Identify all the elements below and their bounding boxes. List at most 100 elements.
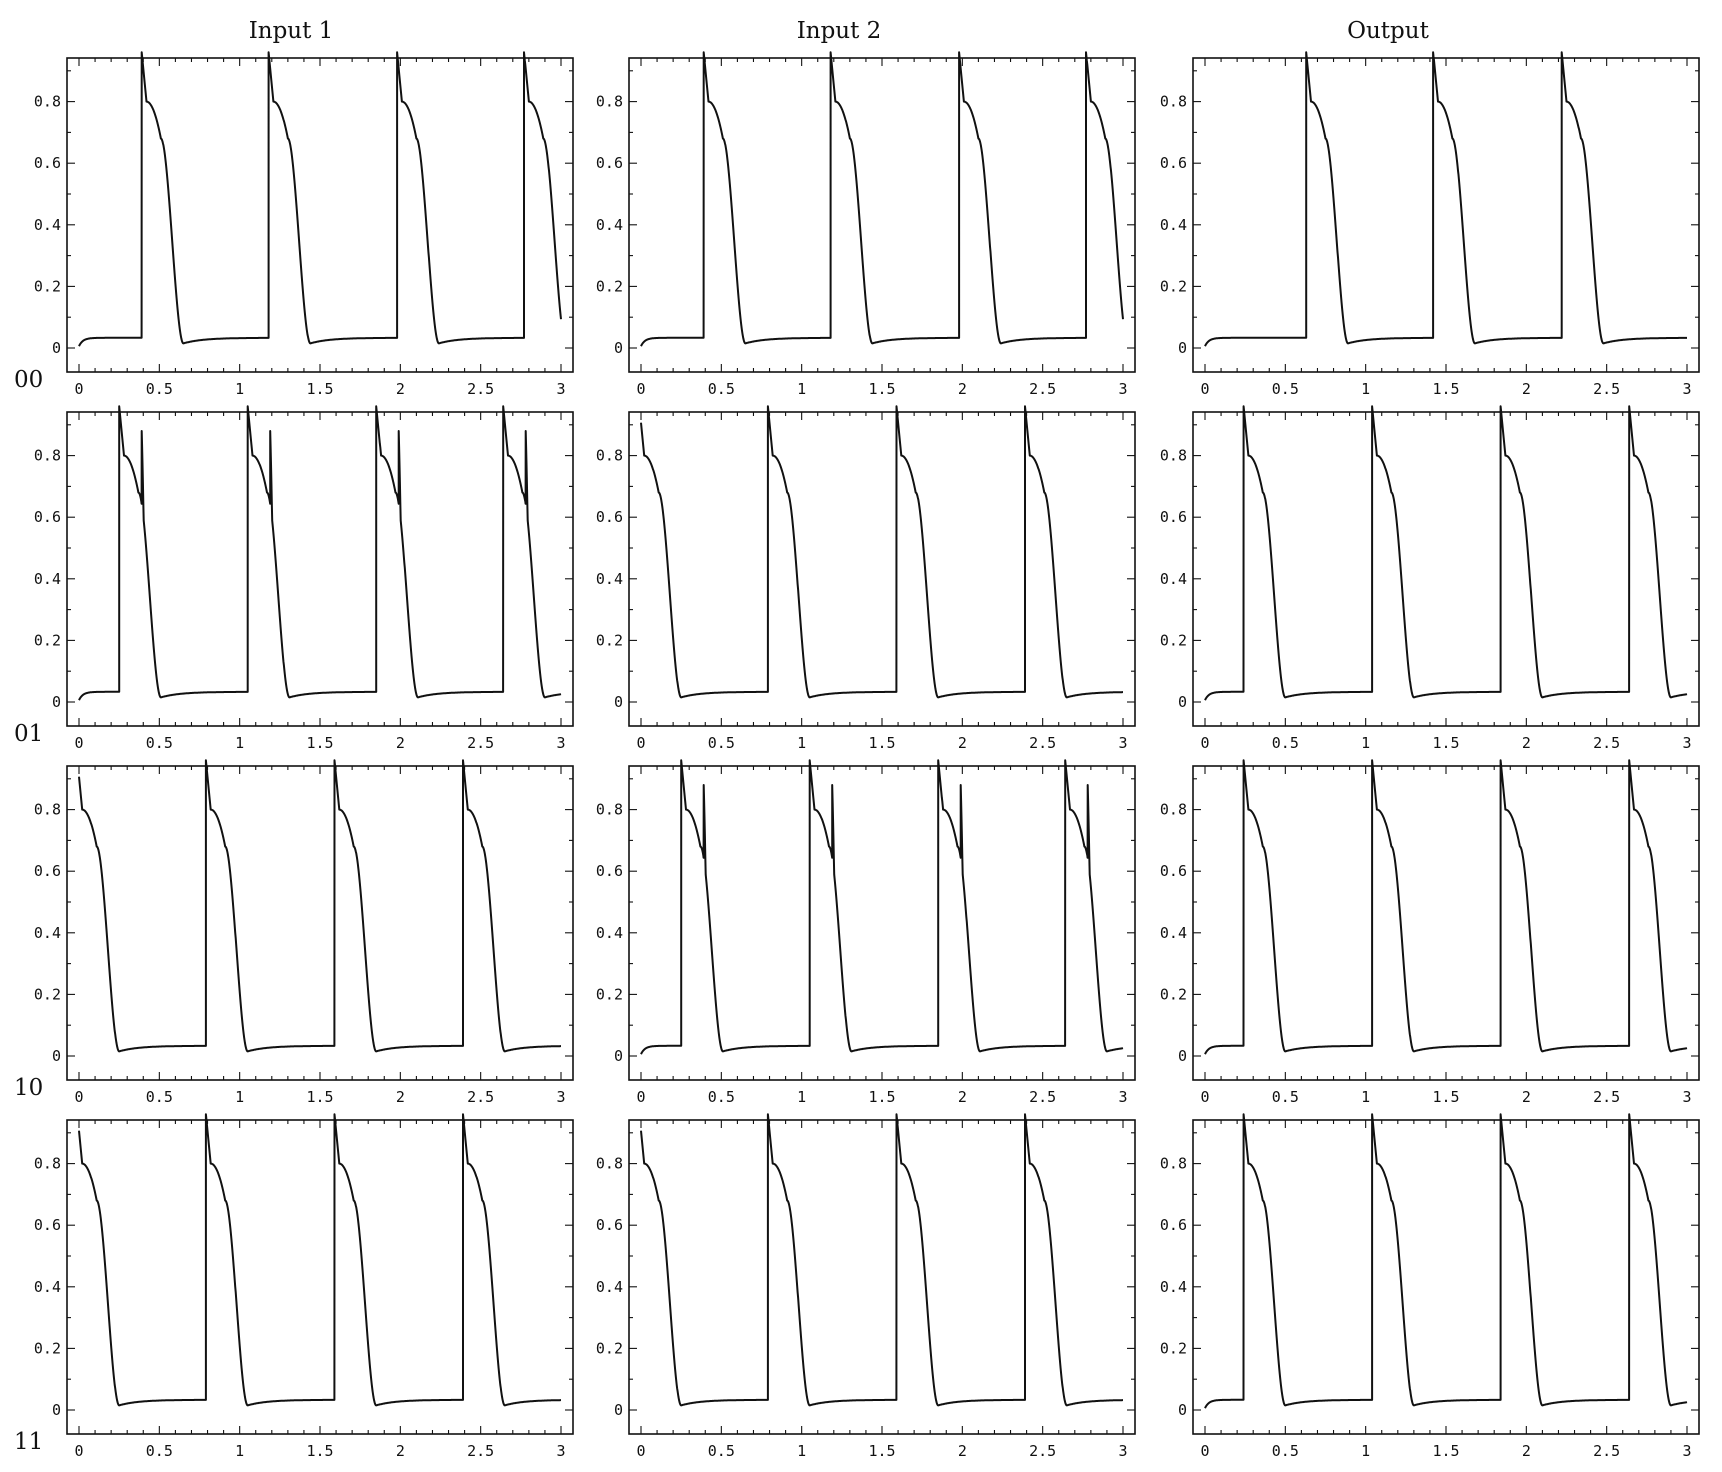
x-tick-label: 0.5: [708, 1088, 735, 1106]
panel-11-input-1: 0 0.5 1 1.5 2 2.5 3 0 0.2 0.4 0.6 0.8: [34, 1113, 574, 1460]
signal-trace: [1204, 405, 1688, 701]
x-tick-label: 3: [556, 734, 565, 752]
y-tick-label: 0.2: [1160, 631, 1187, 649]
x-tick-label: 0.5: [146, 1088, 173, 1106]
x-tick-label: 3: [1682, 380, 1691, 398]
x-tick-label: 0: [636, 380, 645, 398]
y-tick-label: 0.4: [1160, 924, 1187, 942]
y-tick-label: 0.2: [596, 1339, 623, 1357]
plot-frame: [1192, 1119, 1700, 1435]
x-tick-label: 0: [74, 1442, 83, 1460]
x-tick-label: 1.5: [1432, 380, 1459, 398]
x-tick-label: 2.5: [467, 1442, 494, 1460]
x-tick-label: 1: [1361, 1088, 1370, 1106]
y-tick-label: 0: [52, 693, 61, 711]
y-tick-label: 0.6: [1160, 154, 1187, 172]
x-tick-label: 1.5: [868, 734, 895, 752]
y-tick-label: 0.6: [34, 1216, 61, 1234]
y-tick-label: 0.8: [596, 93, 623, 111]
panel-00-input-2: 0 0.5 1 1.5 2 2.5 3 0 0.2 0.4 0.6 0.8: [596, 51, 1136, 398]
x-tick-label: 0: [74, 1088, 83, 1106]
x-tick-label: 1: [235, 1088, 244, 1106]
x-tick-label: 1.5: [1432, 734, 1459, 752]
x-tick-label: 1.5: [1432, 1088, 1459, 1106]
signal-trace: [78, 759, 562, 1053]
x-tick-label: 2: [958, 734, 967, 752]
plot-frame: [66, 57, 574, 373]
y-tick-label: 0.2: [34, 1339, 61, 1357]
y-tick-label: 0.8: [34, 447, 61, 465]
x-tick-label: 0.5: [708, 1442, 735, 1460]
x-tick-label: 2: [396, 1088, 405, 1106]
plot-frame: [1192, 765, 1700, 1081]
x-tick-label: 2: [958, 1442, 967, 1460]
x-tick-label: 3: [556, 1442, 565, 1460]
x-tick-label: 2: [1522, 1442, 1531, 1460]
y-tick-label: 0.2: [596, 631, 623, 649]
x-tick-label: 2.5: [1593, 1442, 1620, 1460]
y-tick-label: 0: [614, 339, 623, 357]
plot-frame: [66, 1119, 574, 1435]
panel-10-input-2: 0 0.5 1 1.5 2 2.5 3 0 0.2 0.4 0.6 0.8: [596, 759, 1136, 1106]
y-tick-label: 0.2: [34, 631, 61, 649]
x-tick-label: 0: [74, 380, 83, 398]
x-tick-label: 2: [1522, 734, 1531, 752]
x-tick-label: 3: [556, 1088, 565, 1106]
y-tick-label: 0.8: [1160, 447, 1187, 465]
y-tick-label: 0.6: [596, 1216, 623, 1234]
x-tick-label: 2.5: [1029, 1088, 1056, 1106]
x-tick-label: 1: [235, 1442, 244, 1460]
y-tick-label: 0.8: [1160, 1155, 1187, 1173]
y-tick-label: 0.6: [1160, 1216, 1187, 1234]
x-tick-label: 2.5: [467, 1088, 494, 1106]
y-tick-label: 0.2: [34, 277, 61, 295]
x-tick-label: 0: [1200, 1442, 1209, 1460]
y-tick-label: 0: [614, 1047, 623, 1065]
x-tick-label: 2.5: [1593, 734, 1620, 752]
x-tick-label: 0: [636, 1442, 645, 1460]
x-tick-label: 1: [1361, 734, 1370, 752]
x-tick-label: 0.5: [708, 734, 735, 752]
x-tick-label: 2: [1522, 1088, 1531, 1106]
y-tick-label: 0.6: [1160, 862, 1187, 880]
x-tick-label: 3: [1682, 734, 1691, 752]
y-tick-label: 0.4: [596, 924, 623, 942]
panel-10-input-1: 0 0.5 1 1.5 2 2.5 3 0 0.2 0.4 0.6 0.8: [34, 759, 574, 1106]
y-tick-label: 0: [52, 1401, 61, 1419]
x-tick-label: 2.5: [1593, 1088, 1620, 1106]
x-tick-label: 1: [1361, 1442, 1370, 1460]
y-tick-label: 0: [614, 1401, 623, 1419]
x-tick-label: 1.5: [306, 1442, 333, 1460]
signal-trace: [1204, 1113, 1688, 1409]
x-tick-label: 0: [636, 1088, 645, 1106]
row-label-11: 11: [14, 1429, 43, 1455]
y-tick-label: 0.4: [1160, 1278, 1187, 1296]
x-tick-label: 3: [1118, 1088, 1127, 1106]
y-tick-label: 0.2: [1160, 985, 1187, 1003]
panel-00-input-1: 0 0.5 1 1.5 2 2.5 3 0 0.2 0.4 0.6 0.8: [34, 51, 574, 398]
row-label-10: 10: [14, 1075, 43, 1101]
x-tick-label: 2: [396, 1442, 405, 1460]
x-tick-label: 1.5: [868, 1088, 895, 1106]
x-tick-label: 0: [1200, 1088, 1209, 1106]
panel-11-output: 0 0.5 1 1.5 2 2.5 3 0 0.2 0.4 0.6 0.8: [1160, 1113, 1700, 1460]
y-tick-label: 0.6: [34, 508, 61, 526]
x-tick-label: 1.5: [306, 380, 333, 398]
x-tick-label: 0.5: [146, 1442, 173, 1460]
y-tick-label: 0.6: [1160, 508, 1187, 526]
x-tick-label: 0: [1200, 380, 1209, 398]
x-tick-label: 1: [797, 1088, 806, 1106]
x-tick-label: 1: [797, 380, 806, 398]
x-tick-label: 2.5: [1029, 1442, 1056, 1460]
x-tick-label: 2: [958, 1088, 967, 1106]
y-tick-label: 0.2: [596, 277, 623, 295]
panel-grid: 0 0.5 1 1.5 2 2.5 3 0 0.2 0.4 0.6 0.8 0 0.5 1 1.5 2 2.5 3 0…: [34, 51, 1700, 1460]
x-tick-label: 2.5: [1593, 380, 1620, 398]
panel-01-input-1: 0 0.5 1 1.5 2 2.5 3 0 0.2 0.4 0.6 0.8: [34, 405, 574, 752]
y-tick-label: 0.4: [34, 570, 61, 588]
y-tick-label: 0.6: [34, 862, 61, 880]
x-tick-label: 1.5: [868, 380, 895, 398]
plot-frame: [628, 411, 1136, 727]
y-tick-label: 0: [1178, 1401, 1187, 1419]
panel-00-output: 0 0.5 1 1.5 2 2.5 3 0 0.2 0.4 0.6 0.8: [1160, 51, 1700, 398]
